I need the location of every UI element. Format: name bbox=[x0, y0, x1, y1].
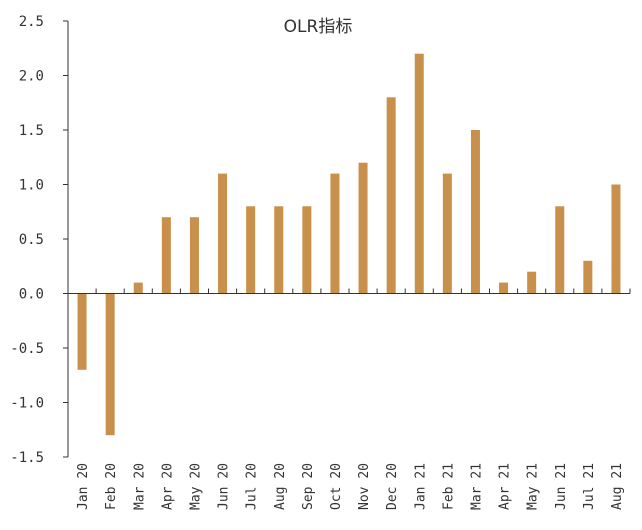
y-tick-label: 1.5 bbox=[19, 123, 44, 139]
bar-may-21 bbox=[527, 271, 537, 294]
x-tick-label: May 20 bbox=[188, 463, 203, 510]
bar-feb-21 bbox=[442, 173, 452, 294]
x-tick-label: Nov 20 bbox=[357, 463, 372, 510]
bar-aug-21 bbox=[611, 184, 621, 294]
bar-apr-21 bbox=[499, 282, 509, 294]
y-tick-label: 2.0 bbox=[19, 69, 44, 85]
y-tick-label: 0.0 bbox=[19, 287, 44, 303]
bar-jun-21 bbox=[555, 206, 565, 294]
y-axis: -1.5 -1.0 -0.5 0.0 0.5 1.0 1.5 2.0 2.5 bbox=[10, 14, 69, 466]
y-tick-label: 1.0 bbox=[19, 178, 44, 194]
x-tick-label: Dec 20 bbox=[385, 463, 400, 510]
chart-title: OLR指标 bbox=[284, 17, 353, 37]
bar-mar-21 bbox=[470, 130, 480, 294]
bar-jul-20 bbox=[246, 206, 256, 294]
x-tick-label: Jun 21 bbox=[554, 463, 569, 510]
bar-mar-20 bbox=[133, 282, 143, 294]
x-tick-label: Feb 20 bbox=[104, 463, 119, 510]
x-tick-label: Apr 21 bbox=[498, 463, 513, 510]
x-tick-label: Oct 20 bbox=[329, 463, 344, 510]
x-tick-label: Apr 20 bbox=[160, 463, 175, 510]
x-tick-label: Jan 21 bbox=[413, 463, 428, 510]
bar-feb-20 bbox=[105, 293, 115, 436]
bar-jul-21 bbox=[583, 260, 593, 294]
x-tick-label: Sep 20 bbox=[301, 463, 316, 510]
x-tick-label: Jan 20 bbox=[76, 463, 91, 510]
x-tick-label: Jul 20 bbox=[245, 463, 260, 510]
bar-jan-20 bbox=[77, 293, 87, 370]
x-tick-label: Mar 21 bbox=[469, 463, 484, 510]
x-tick-label: Feb 21 bbox=[441, 463, 456, 510]
x-axis: Jan 20 Feb 20 Mar 20 Apr 20 May 20 Jun 20 Jul … bbox=[67, 288, 631, 510]
y-tick-label: 2.5 bbox=[19, 14, 44, 30]
x-tick-label: Aug 21 bbox=[610, 463, 625, 510]
x-tick-label: May 21 bbox=[526, 463, 541, 510]
y-tick-label: 0.5 bbox=[19, 232, 44, 248]
bar-oct-20 bbox=[330, 173, 340, 294]
bar-may-20 bbox=[189, 217, 199, 294]
bar-dec-20 bbox=[386, 97, 396, 294]
bar-aug-20 bbox=[274, 206, 284, 294]
bar-jun-20 bbox=[218, 173, 228, 294]
x-tick-label: Jul 21 bbox=[582, 463, 597, 510]
x-tick-label: Aug 20 bbox=[273, 463, 288, 510]
bar-apr-20 bbox=[161, 217, 171, 294]
x-tick-label: Mar 20 bbox=[132, 463, 147, 510]
bar-nov-20 bbox=[358, 162, 368, 294]
bar-sep-20 bbox=[302, 206, 312, 294]
bars-group bbox=[77, 53, 621, 436]
x-tick-label: Jun 20 bbox=[217, 463, 232, 510]
bar-jan-21 bbox=[414, 53, 424, 294]
y-tick-label: -1.5 bbox=[10, 450, 44, 466]
y-tick-label: -0.5 bbox=[10, 341, 44, 357]
y-tick-label: -1.0 bbox=[10, 396, 44, 412]
